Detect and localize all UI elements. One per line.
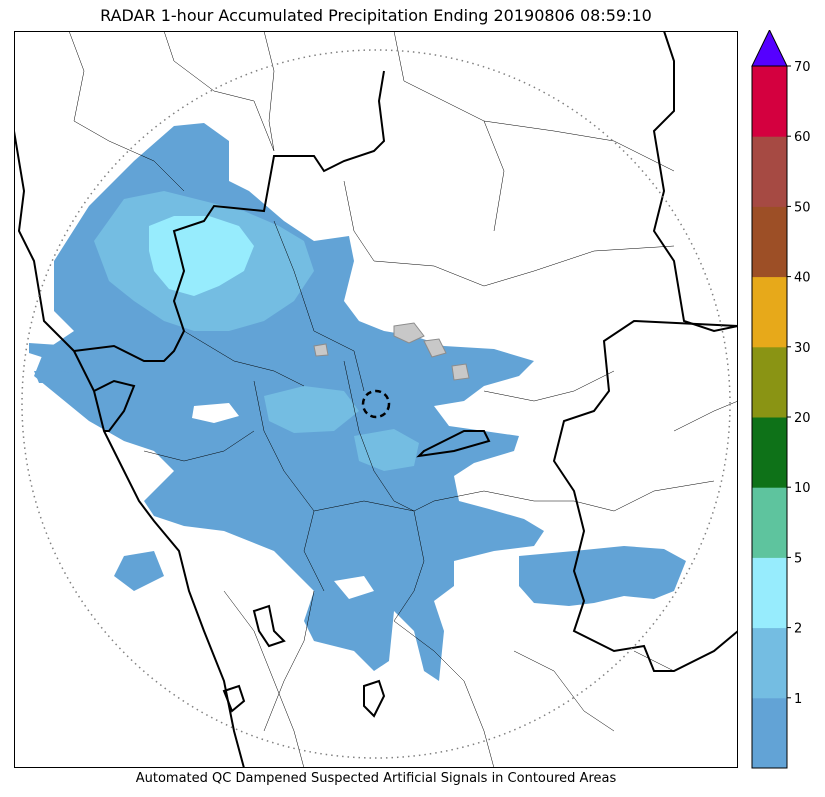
colorbar-tick-label: 5 [794,551,802,566]
colorbar-bins [751,30,788,769]
radar-site-marker [361,389,391,419]
kerala-tn-border [416,430,491,458]
colorbar-ticks: 1 2 5 10 20 30 40 50 60 70 [787,60,811,707]
radar-map [14,31,738,768]
island-feature-3 [222,684,246,713]
colorbar-tick-label: 20 [794,411,811,426]
precip-layer [29,123,686,681]
precip-area-west-strip [29,343,164,591]
colorbar-tick-label: 2 [794,622,802,637]
precip-gap-1 [192,403,374,599]
colorbar-tick-label: 60 [794,130,811,145]
goa-border [93,379,136,432]
colorbar-bin [752,627,787,699]
colorbar-tick-label: 1 [794,692,802,707]
telangana-border [652,31,738,333]
colorbar: 1 2 5 10 20 30 40 50 60 70 [751,30,811,769]
map-title: RADAR 1-hour Accumulated Precipitation E… [100,6,652,25]
precip-area-moderate-2 [264,386,419,471]
colorbar-bin [752,206,787,278]
colorbar-tick-label: 70 [794,60,811,75]
andhra-border [552,319,738,672]
district-boundaries [68,31,738,768]
colorbar-bin [752,136,787,207]
island-feature-2 [363,679,386,718]
colorbar-tick-label: 50 [794,200,811,215]
qc-footnote: Automated QC Dampened Suspected Artifici… [135,771,617,786]
colorbar-tick-label: 40 [794,271,811,286]
karnataka-border [73,70,386,362]
colorbar-bin [752,276,787,348]
island-feature-1 [252,604,286,648]
colorbar-bin [752,417,787,488]
colorbar-bin [752,346,787,418]
qc-flagged-areas [313,322,470,381]
colorbar-extend-arrow [751,30,788,67]
colorbar-tick-label: 10 [794,481,811,496]
colorbar-tick-label: 30 [794,341,811,356]
colorbar-bin [752,697,787,769]
colorbar-bin [752,487,787,558]
map-frame [14,31,738,768]
radar-range-ring [21,49,731,759]
colorbar-bin [752,557,787,629]
precip-area-east [519,546,686,606]
coastline [14,130,245,768]
state-boundaries [14,31,738,768]
colorbar-bin [752,66,787,137]
